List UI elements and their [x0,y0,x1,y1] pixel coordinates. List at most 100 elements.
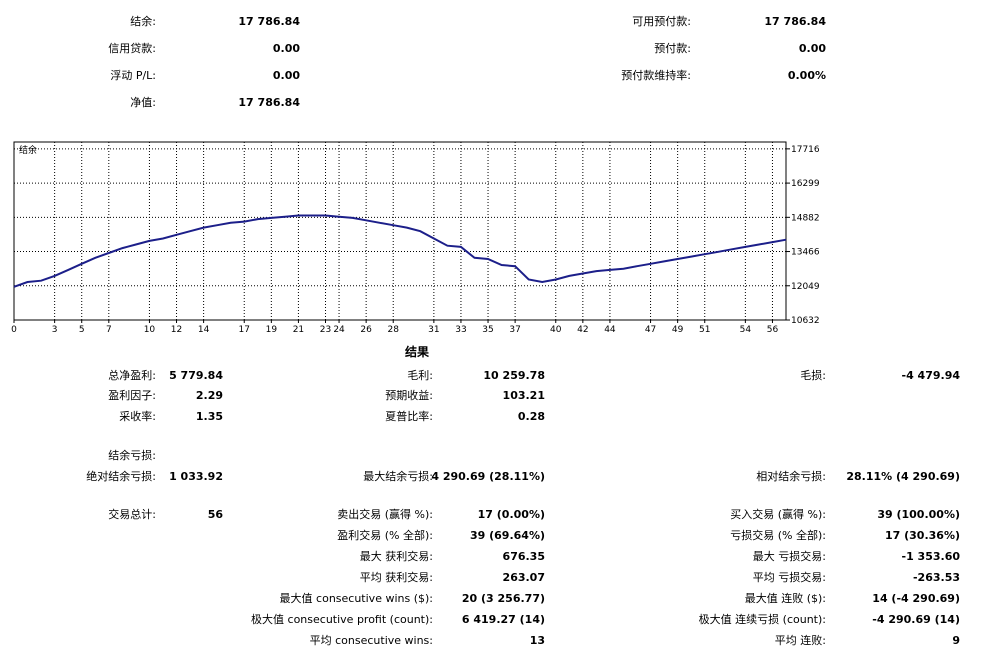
gross-loss-value: -4 479.94 [901,369,961,382]
x-tick-label: 49 [672,325,684,335]
margin-value: 0.00 [798,42,826,55]
x-tick-label: 54 [740,325,752,335]
max-consec-losses-value: 14 (-4 290.69) [872,592,960,605]
short-trades-label: 卖出交易 (赢得 %): [337,508,433,521]
rel-drawdown-value: 28.11% (4 290.69) [846,470,960,483]
drawdown-header: 结余亏损: [108,449,156,462]
balance-value: 17 786.84 [238,15,300,28]
x-tick-label: 3 [52,325,58,335]
x-tick-label: 44 [604,325,616,335]
loss-trades-value: 17 (30.36%) [884,529,960,542]
max-drawdown-label: 最大结余亏损: [363,470,433,483]
gross-profit-value: 10 259.78 [483,369,545,382]
gross-profit-label: 毛利: [407,369,433,382]
x-tick-label: 10 [144,325,156,335]
profit-trades-label: 盈利交易 (% 全部): [337,529,433,542]
loss-trades-label: 亏损交易 (% 全部): [730,529,826,542]
expected-payoff-label: 预期收益: [385,389,433,402]
recovery-label: 采收率: [119,410,156,423]
floating-pl-value: 0.00 [272,69,300,82]
x-tick-label: 26 [360,325,372,335]
x-tick-label: 42 [577,325,588,335]
x-tick-label: 56 [767,325,779,335]
x-tick-label: 33 [455,325,466,335]
short-trades-value: 17 (0.00%) [477,508,545,521]
credit-value: 0.00 [272,42,300,55]
y-tick-label: 12049 [791,282,820,292]
margin-label: 预付款: [654,42,691,55]
free-margin-label: 可用预付款: [632,15,691,28]
x-tick-label: 21 [293,325,304,335]
y-tick-label: 13466 [791,248,820,258]
x-tick-label: 19 [266,325,278,335]
x-tick-label: 24 [333,325,345,335]
largest-profit-label: 最大 获利交易: [359,550,433,563]
avg-consec-losses-label: 平均 连败: [774,634,826,647]
equity-label: 净值: [130,96,156,109]
x-tick-label: 12 [171,325,182,335]
results-title: 结果 [405,345,430,359]
total-trades-value: 56 [207,508,223,521]
x-tick-label: 37 [509,325,520,335]
profit-factor-label: 盈利因子: [108,389,156,402]
total-trades-label: 交易总计: [108,508,156,521]
avg-consec-losses-value: 9 [952,634,960,647]
x-tick-label: 51 [699,325,710,335]
max-drawdown-value: 4 290.69 (28.11%) [431,470,545,483]
equity-value: 17 786.84 [238,96,300,109]
long-trades-value: 39 (100.00%) [877,508,960,521]
y-axis: 17716 16299 14882 13466 12049 10632 [786,145,820,326]
abs-drawdown-label: 绝对结余亏损: [86,470,156,483]
max-consec-wins-value: 20 (3 256.77) [461,592,545,605]
x-tick-label: 17 [239,325,250,335]
net-profit-value: 5 779.84 [169,369,223,382]
gross-loss-label: 毛损: [800,369,826,382]
max-consec-profit-label: 极大值 consecutive profit (count): [251,613,433,626]
long-trades-label: 买入交易 (赢得 %): [730,508,826,521]
x-tick-label: 23 [320,325,331,335]
net-profit-label: 总净盈利: [108,369,156,382]
y-tick-label: 17716 [791,145,820,155]
profit-trades-value: 39 (69.64%) [469,529,545,542]
max-consec-wins-label: 最大值 consecutive wins ($): [279,592,433,605]
max-consec-profit-value: 6 419.27 (14) [461,613,545,626]
avg-profit-value: 263.07 [502,571,545,584]
x-tick-label: 5 [79,325,85,335]
x-tick-label: 0 [11,325,17,335]
balance-label: 结余: [130,15,156,28]
profit-factor-value: 2.29 [195,389,223,402]
margin-level-label: 预付款维持率: [621,69,691,82]
abs-drawdown-value: 1 033.92 [169,470,223,483]
avg-consec-wins-value: 13 [529,634,545,647]
avg-loss-value: -263.53 [912,571,960,584]
balance-chart: 结余 0 3 5 7 10 12 14 17 19 21 23 24 26 28 31 33 35 37 40 42 4… [11,141,820,335]
max-consec-loss-value: -4 290.69 (14) [872,613,960,626]
rel-drawdown-label: 相对结余亏损: [756,470,826,483]
avg-profit-label: 平均 获利交易: [359,571,433,584]
x-tick-label: 47 [645,325,656,335]
max-consec-losses-label: 最大值 连败 ($): [744,592,826,605]
x-tick-label: 7 [106,325,112,335]
max-consec-loss-label: 极大值 连续亏损 (count): [698,613,826,626]
chart-frame [13,141,787,321]
credit-label: 信用贷款: [108,42,156,55]
sharpe-label: 夏普比率: [385,410,433,423]
x-tick-label: 14 [198,325,210,335]
free-margin-value: 17 786.84 [764,15,826,28]
x-tick-label: 40 [550,325,562,335]
x-tick-label: 35 [482,325,493,335]
y-tick-label: 10632 [791,316,820,326]
chart-title: 结余 [19,144,37,156]
y-tick-label: 14882 [791,213,820,223]
avg-loss-label: 平均 亏损交易: [752,571,826,584]
largest-profit-value: 676.35 [502,550,545,563]
x-axis: 0 3 5 7 10 12 14 17 19 21 23 24 26 28 31 33 35 37 40 42 44 47… [11,320,778,335]
largest-loss-label: 最大 亏损交易: [752,550,826,563]
avg-consec-wins-label: 平均 consecutive wins: [309,634,433,647]
sharpe-value: 0.28 [517,410,545,423]
y-tick-label: 16299 [791,179,820,189]
floating-pl-label: 浮动 P/L: [110,69,156,82]
balance-series-line [13,214,787,288]
x-tick-label: 28 [388,325,400,335]
x-tick-label: 31 [428,325,439,335]
